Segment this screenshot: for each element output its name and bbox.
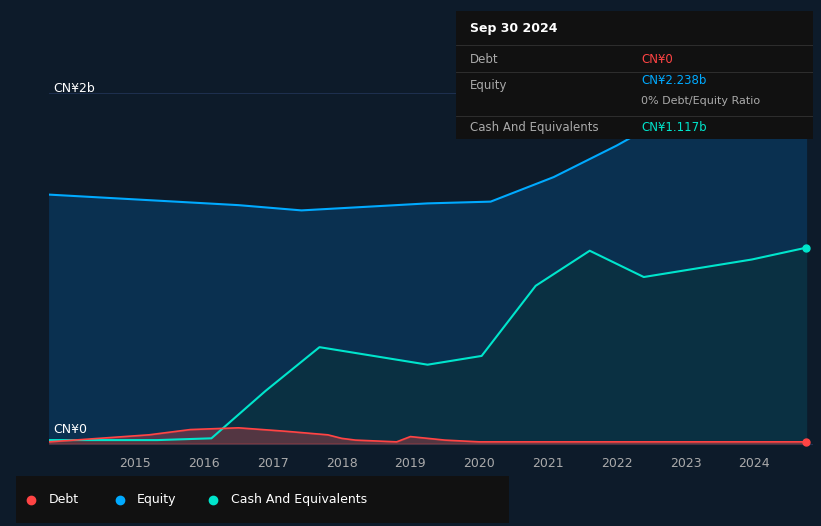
Text: Cash And Equivalents: Cash And Equivalents [470,122,599,134]
Text: 0% Debt/Equity Ratio: 0% Debt/Equity Ratio [641,96,760,106]
Text: Equity: Equity [137,493,177,506]
Text: CN¥2b: CN¥2b [53,82,95,95]
Text: Cash And Equivalents: Cash And Equivalents [231,493,367,506]
Text: Sep 30 2024: Sep 30 2024 [470,22,557,35]
Text: CN¥2.238b: CN¥2.238b [641,74,707,87]
Text: Debt: Debt [470,53,498,66]
Text: CN¥0: CN¥0 [641,53,673,66]
Text: Debt: Debt [48,493,79,506]
Text: Equity: Equity [470,79,507,92]
Text: CN¥1.117b: CN¥1.117b [641,122,707,134]
Text: CN¥0: CN¥0 [53,423,87,436]
